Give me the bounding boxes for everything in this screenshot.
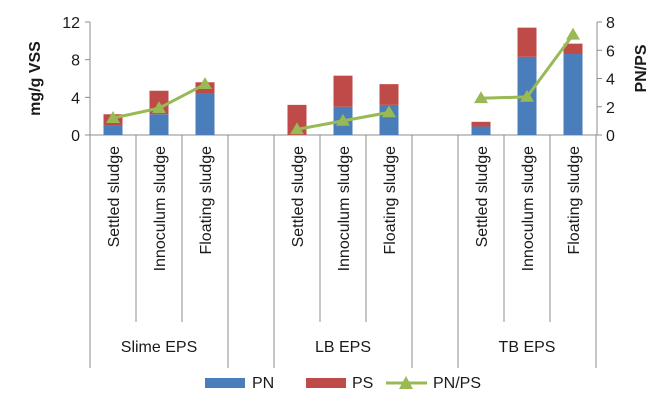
bar-ps (379, 84, 399, 105)
left-y-axis-title: mg/g VSS (27, 41, 44, 116)
category-label: Floating sludge (566, 146, 583, 255)
category-label: Floating sludge (198, 146, 215, 255)
bar-ps (517, 27, 537, 57)
group-label: TB EPS (499, 339, 556, 356)
pn-ps-point-marker (290, 122, 304, 135)
bar-ps (471, 121, 491, 127)
pn-ps-point-marker (152, 101, 166, 114)
pn-ps-point-marker (474, 91, 488, 104)
group-label: Slime EPS (121, 339, 197, 356)
left-y-tick-label: 0 (71, 128, 80, 145)
bar-pn (471, 126, 491, 135)
bar-pn (103, 125, 123, 135)
bar-ps (333, 75, 353, 107)
category-label: Innoculum sludge (520, 146, 537, 272)
right-y-tick-label: 2 (606, 100, 615, 117)
category-label: Floating sludge (382, 146, 399, 255)
bar-pn (195, 93, 215, 135)
right-y-tick-label: 8 (606, 15, 615, 32)
category-label: Settled sludge (106, 146, 123, 248)
legend-label-pn-ps: PN/PS (433, 375, 481, 392)
left-y-tick-label: 8 (71, 53, 80, 70)
group-label: LB EPS (315, 339, 371, 356)
left-y-tick-label: 4 (71, 90, 80, 107)
category-label: Settled sludge (290, 146, 307, 248)
bar-pn (149, 114, 169, 135)
category-label: Settled sludge (474, 146, 491, 248)
right-y-tick-label: 4 (606, 72, 615, 89)
category-label: Innoculum sludge (336, 146, 353, 272)
pn-ps-point-marker (198, 77, 212, 90)
legend-swatch-pn-ps-marker (399, 376, 413, 389)
bar-ps (563, 43, 583, 55)
category-label: Innoculum sludge (152, 146, 169, 272)
pn-ps-point-marker (566, 27, 580, 40)
right-y-tick-label: 6 (606, 43, 615, 60)
left-y-tick-label: 12 (62, 15, 80, 32)
legend-swatch-ps (306, 378, 346, 388)
pn-ps-point-marker (382, 105, 396, 118)
pn-ps-point-marker (106, 111, 120, 123)
right-y-tick-label: 0 (606, 128, 615, 145)
bar-pn (563, 54, 583, 136)
right-y-axis-title: PN/PS (633, 44, 650, 92)
legend-label-pn: PN (252, 375, 274, 392)
pn-ps-point-marker (336, 113, 350, 126)
legend-swatch-pn (205, 378, 245, 388)
legend-label-ps: PS (352, 375, 373, 392)
pn-ps-point-marker (520, 89, 534, 102)
